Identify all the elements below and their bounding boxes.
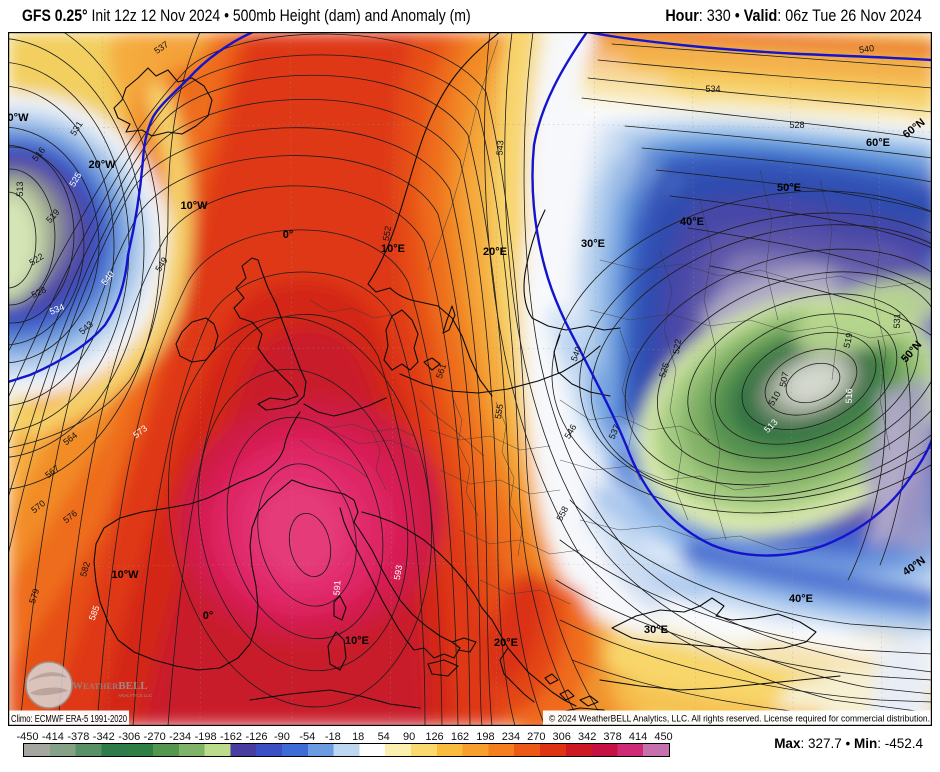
svg-text:582: 582 xyxy=(78,561,92,578)
svg-text:534: 534 xyxy=(705,84,720,94)
svg-text:Climo: ECMWF ERA-5 1991-2020: Climo: ECMWF ERA-5 1991-2020 xyxy=(11,714,127,725)
svg-text:WEATHERBELL: WEATHERBELL xyxy=(72,680,148,692)
svg-text:20°E: 20°E xyxy=(494,637,518,649)
svg-text:0°: 0° xyxy=(203,610,214,622)
svg-text:561: 561 xyxy=(434,362,448,379)
svg-text:40°E: 40°E xyxy=(680,216,704,228)
svg-text:50°E: 50°E xyxy=(777,182,801,194)
svg-text:516: 516 xyxy=(844,388,855,403)
svg-text:540: 540 xyxy=(569,345,584,363)
svg-text:0°W: 0°W xyxy=(8,112,29,124)
svg-text:579: 579 xyxy=(27,587,41,604)
svg-text:519: 519 xyxy=(842,332,855,349)
svg-text:593: 593 xyxy=(392,564,404,581)
svg-text:507: 507 xyxy=(778,371,791,388)
svg-text:20°E: 20°E xyxy=(483,246,507,258)
svg-text:552: 552 xyxy=(381,225,393,242)
svg-text:10°E: 10°E xyxy=(381,243,405,255)
svg-text:543: 543 xyxy=(494,140,505,156)
svg-text:40°E: 40°E xyxy=(789,593,813,605)
svg-text:20°W: 20°W xyxy=(88,159,116,171)
svg-text:0°: 0° xyxy=(283,229,294,241)
svg-text:540: 540 xyxy=(858,43,874,55)
svg-text:585: 585 xyxy=(87,604,102,622)
svg-text:30°E: 30°E xyxy=(644,624,668,636)
svg-text:30°E: 30°E xyxy=(581,238,605,250)
svg-text:531: 531 xyxy=(892,313,903,328)
svg-text:525: 525 xyxy=(657,361,671,378)
svg-text:555: 555 xyxy=(493,403,505,420)
svg-text:10°W: 10°W xyxy=(180,200,208,212)
svg-text:ANALYTICS LLC: ANALYTICS LLC xyxy=(118,693,153,698)
svg-text:522: 522 xyxy=(671,338,683,355)
svg-text:© 2024 WeatherBELL Analytics,: © 2024 WeatherBELL Analytics, LLC. All r… xyxy=(549,714,930,724)
svg-text:528: 528 xyxy=(789,120,804,130)
svg-text:10°E: 10°E xyxy=(345,635,369,647)
svg-text:60°E: 60°E xyxy=(866,137,890,149)
svg-text:10°W: 10°W xyxy=(111,569,139,581)
svg-text:591: 591 xyxy=(331,580,342,596)
svg-text:513: 513 xyxy=(15,181,25,196)
